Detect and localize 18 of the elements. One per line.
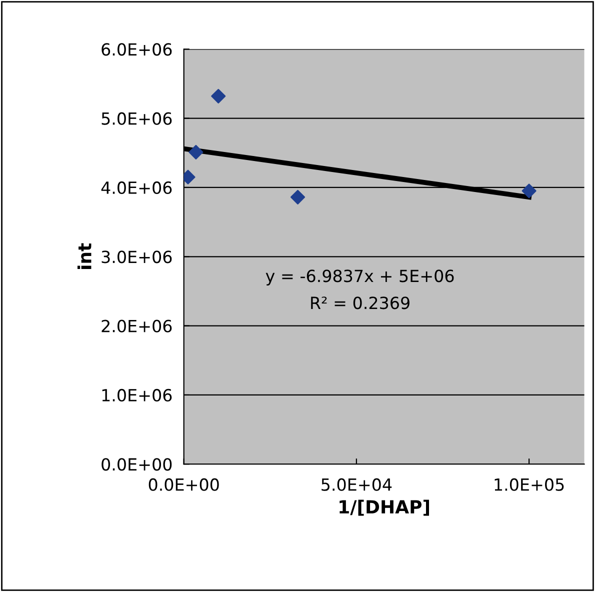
y-tick-label: 2.0E+06 xyxy=(102,320,172,332)
x-tick-label: 1.0E+05 xyxy=(494,478,564,491)
y-tick-label: 4.0E+06 xyxy=(101,181,172,194)
y-tick-label: 5.0E+06 xyxy=(102,112,172,125)
x-axis-title: 1/[DHAP] xyxy=(340,500,430,516)
y-tick-label: 3.0E+06 xyxy=(102,250,172,264)
y-tick-label: 6.0E+06 xyxy=(102,43,172,56)
y-tick-label: 1.0E+06 xyxy=(102,388,172,402)
x-tick-label: 0.0E+00 xyxy=(148,478,219,491)
point xyxy=(188,144,204,160)
y-tick-label: 0.0E+00 xyxy=(102,458,172,471)
point xyxy=(290,190,306,204)
y-axis-title: int xyxy=(78,243,92,269)
annotation: R² = 0.2369 xyxy=(311,296,410,310)
x-tick-label: 5.0E+04 xyxy=(322,478,392,491)
annotation: y = -6.9837x + 5E+06 xyxy=(266,270,454,286)
point xyxy=(211,88,226,104)
point xyxy=(522,184,536,198)
